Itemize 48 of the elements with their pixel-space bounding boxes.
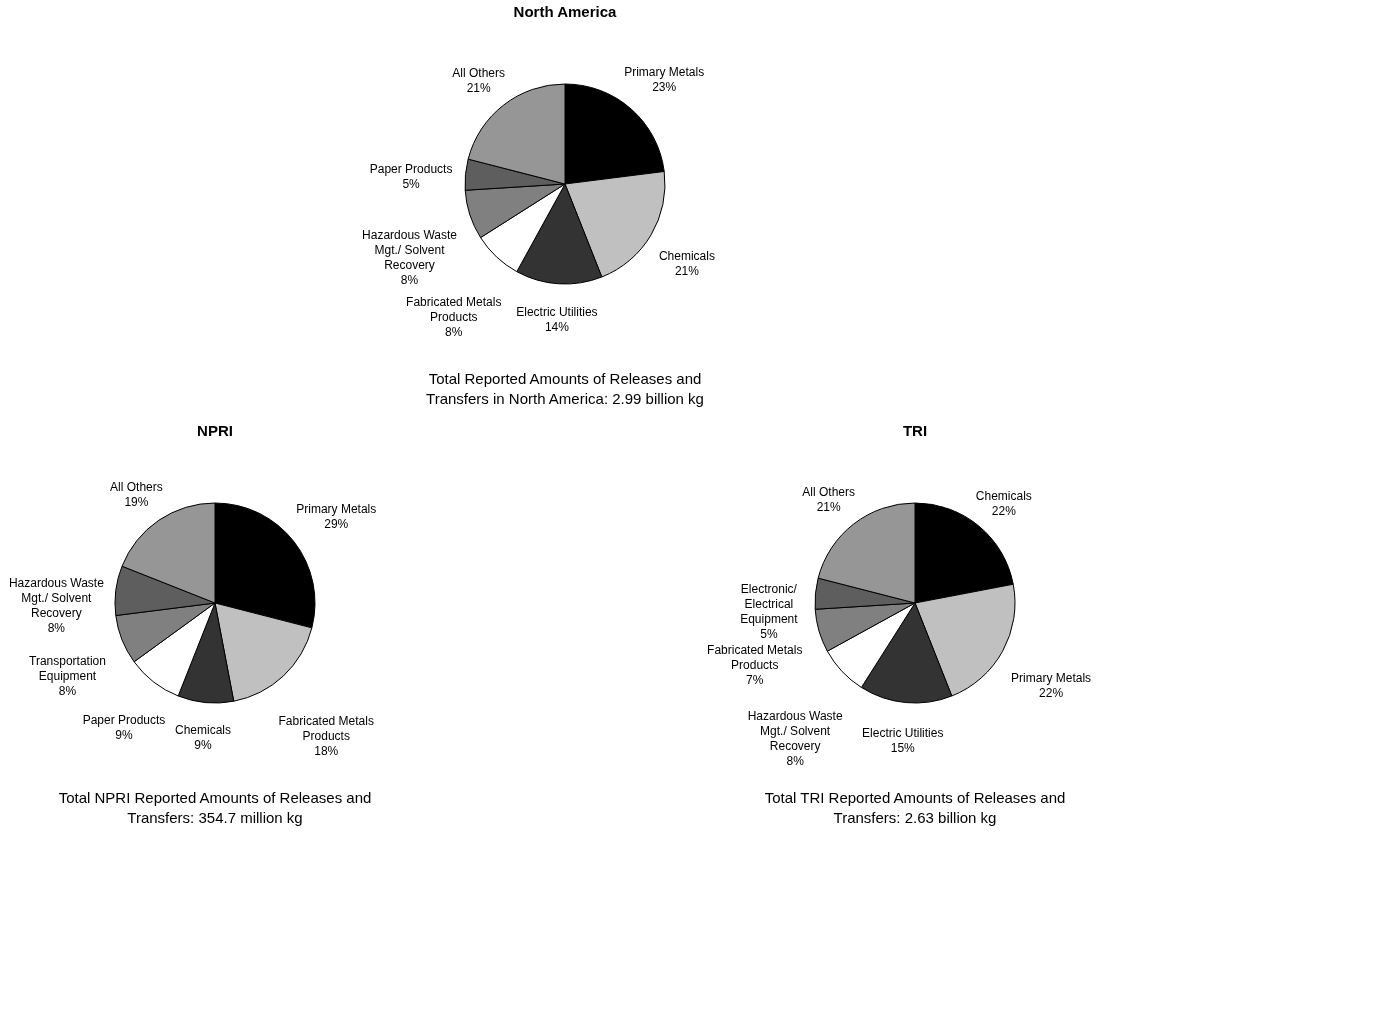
data-label: 8% xyxy=(445,325,463,340)
text: Total NPRI Reported Amounts of Releases and Transfers: 354.7 million kg xyxy=(58,789,372,826)
slice-label: Hazardous Waste Mgt./ Solvent Recovery xyxy=(362,227,458,272)
text: Total Reported Amounts of Releases and Transfers in North America: 2.99 billion kg xyxy=(426,370,704,407)
slice-label: Electronic/ Electrical Equipment xyxy=(740,582,799,627)
slice-label: Hazardous Waste Mgt./ Solvent Recovery xyxy=(8,575,105,620)
data-label: 18% xyxy=(314,744,339,759)
chart-title: TRI xyxy=(902,422,928,439)
slice-label: Primary Metals xyxy=(296,501,377,516)
slice-label: Electric Utilities xyxy=(862,725,944,740)
data-label: 7% xyxy=(746,672,764,687)
slice-label: Paper Products xyxy=(82,713,166,728)
data-label: 5% xyxy=(402,177,421,192)
data-label: 8% xyxy=(58,684,77,699)
chart-title: NPRI xyxy=(197,422,233,439)
slice-label: Fabricated Metals Products xyxy=(406,295,502,325)
slice-label: Chemicals xyxy=(658,249,715,264)
slice-label: Primary Metals xyxy=(1011,670,1092,685)
slice-label: All Others xyxy=(802,484,856,499)
data-label: 5% xyxy=(760,627,778,642)
chart-title: North America xyxy=(513,3,618,20)
slice-label: Paper Products xyxy=(369,162,453,177)
data-label: 8% xyxy=(47,620,66,635)
data-label: 19% xyxy=(124,495,149,510)
data-label: 8% xyxy=(400,272,419,287)
data-label: 22% xyxy=(991,503,1017,518)
text: Total TRI Reported Amounts of Releases and Transfers: 2.63 billion kg xyxy=(764,789,1066,826)
slice-label: Hazardous Waste Mgt./ Solvent Recovery xyxy=(747,708,843,753)
data-label: 9% xyxy=(194,737,212,752)
data-label: 21% xyxy=(816,499,841,514)
data-label: 22% xyxy=(1039,685,1064,700)
slice-label: Fabricated Metals Products xyxy=(707,642,803,672)
slice-label: Primary Metals xyxy=(624,64,705,79)
slice-label: Electric Utilities xyxy=(516,305,598,320)
data-label: 21% xyxy=(674,264,700,279)
slice-label: Chemicals xyxy=(975,488,1032,503)
slice-label: All Others xyxy=(452,65,506,80)
slice-label: Transportation Equipment xyxy=(29,654,106,684)
data-label: 23% xyxy=(652,79,677,94)
data-label: 29% xyxy=(324,516,349,531)
data-label: 9% xyxy=(115,728,134,743)
slice-label: All Others xyxy=(110,480,163,495)
data-label: 15% xyxy=(890,740,916,755)
slice-label: Chemicals xyxy=(174,722,231,737)
data-label: 14% xyxy=(544,320,570,335)
data-label: 21% xyxy=(466,80,491,95)
slice-label: Fabricated Metals Products xyxy=(278,714,374,744)
data-label: 8% xyxy=(786,753,805,768)
